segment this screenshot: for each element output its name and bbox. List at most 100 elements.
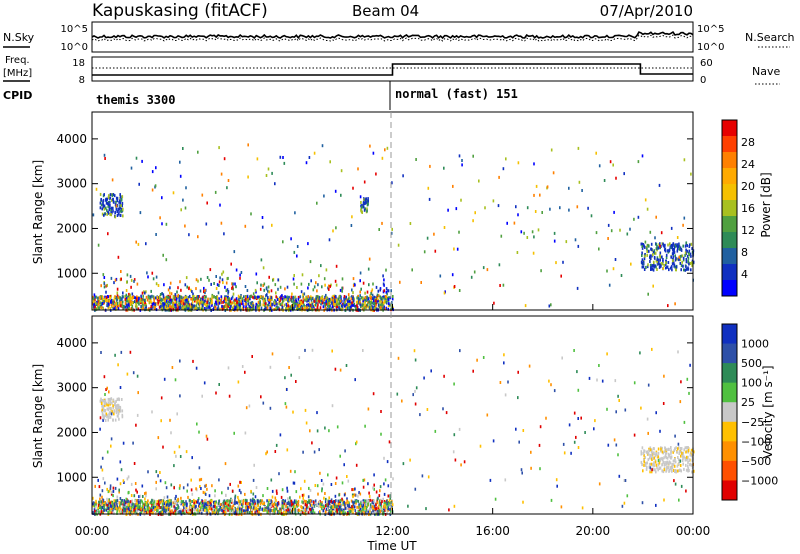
- echo-point: [231, 505, 233, 509]
- echo-point: [660, 447, 662, 451]
- echo-point: [377, 299, 379, 303]
- echo-point: [361, 505, 364, 509]
- echo-point: [294, 511, 296, 515]
- echo-point: [555, 478, 558, 482]
- echo-point: [669, 461, 672, 465]
- echo-point: [271, 352, 274, 356]
- echo-point: [285, 405, 288, 409]
- echo-point: [218, 301, 221, 305]
- echo-point: [603, 179, 606, 182]
- echo-point: [104, 295, 106, 299]
- date-title: 07/Apr/2010: [600, 2, 693, 20]
- echo-point: [660, 231, 663, 235]
- echo-point: [359, 290, 361, 294]
- echo-point: [376, 295, 378, 299]
- echo-point: [651, 347, 653, 351]
- echo-point: [332, 294, 335, 298]
- echo-point: [309, 488, 312, 492]
- echo-point: [387, 298, 390, 301]
- echo-point: [275, 489, 278, 493]
- echo-point: [116, 196, 119, 200]
- echo-point: [279, 303, 282, 307]
- echo-point: [679, 447, 682, 450]
- echo-point: [680, 454, 682, 458]
- echo-point: [534, 210, 537, 213]
- cpid-mode-1: themis 3300: [96, 93, 175, 107]
- echo-point: [195, 511, 198, 515]
- echo-point: [381, 300, 383, 304]
- echo-point: [239, 276, 241, 280]
- echo-point: [226, 505, 228, 509]
- noise-search-line: [91, 34, 694, 42]
- echo-point: [362, 485, 365, 489]
- echo-point: [257, 301, 260, 304]
- echo-point: [328, 305, 331, 309]
- echo-point: [401, 399, 403, 403]
- echo-point: [470, 275, 473, 279]
- echo-point: [132, 371, 135, 375]
- echo-point: [308, 156, 311, 159]
- echo-point: [307, 511, 310, 514]
- echo-point: [362, 478, 364, 482]
- echo-point: [189, 511, 191, 515]
- echo-point: [206, 487, 208, 491]
- echo-point: [675, 446, 677, 450]
- echo-point: [204, 307, 206, 310]
- echo-point: [191, 300, 194, 304]
- echo-point: [665, 468, 668, 472]
- echo-point: [196, 298, 199, 302]
- echo-point: [373, 473, 375, 477]
- echo-point: [241, 365, 244, 368]
- echo-point: [126, 500, 128, 503]
- echo-point: [169, 418, 171, 422]
- echo-point: [266, 487, 269, 490]
- echo-point: [331, 301, 333, 305]
- echo-point: [136, 297, 138, 301]
- echo-point: [151, 271, 154, 275]
- echo-point: [492, 199, 495, 203]
- echo-point: [127, 503, 130, 507]
- echo-point: [453, 285, 456, 288]
- echo-point: [648, 462, 651, 466]
- echo-point: [136, 504, 139, 508]
- echo-point: [240, 499, 243, 503]
- echo-point: [650, 450, 653, 454]
- echo-point: [136, 374, 139, 378]
- echo-point: [332, 301, 335, 304]
- echo-point: [276, 509, 279, 513]
- echo-point: [318, 500, 321, 504]
- echo-point: [672, 250, 674, 254]
- echo-point: [364, 506, 366, 510]
- echo-point: [182, 503, 184, 507]
- echo-point: [101, 207, 103, 211]
- echo-point: [409, 458, 411, 462]
- echo-point: [246, 289, 249, 292]
- echo-point: [356, 306, 359, 310]
- echo-point: [205, 302, 208, 306]
- echo-point: [276, 296, 279, 300]
- echo-point: [682, 244, 684, 248]
- echo-point: [257, 306, 259, 310]
- echo-point: [300, 307, 302, 311]
- echo-point: [119, 503, 121, 507]
- echo-point: [319, 306, 322, 310]
- echo-point: [104, 404, 106, 408]
- echo-point: [664, 247, 667, 251]
- echo-point: [307, 298, 310, 302]
- echo-point: [183, 502, 186, 506]
- echo-point: [682, 457, 684, 461]
- echo-point: [239, 500, 242, 504]
- echo-point: [360, 296, 363, 300]
- echo-point: [151, 294, 153, 298]
- echo-point: [371, 307, 374, 311]
- echo-point: [166, 303, 168, 307]
- echo-point: [108, 489, 111, 493]
- echo-point: [370, 292, 372, 296]
- echo-point: [292, 507, 295, 511]
- echo-point: [205, 510, 207, 514]
- echo-point: [157, 509, 159, 513]
- echo-point: [107, 196, 110, 199]
- echo-point: [260, 295, 262, 299]
- echo-point: [195, 278, 198, 282]
- echo-point: [142, 502, 144, 506]
